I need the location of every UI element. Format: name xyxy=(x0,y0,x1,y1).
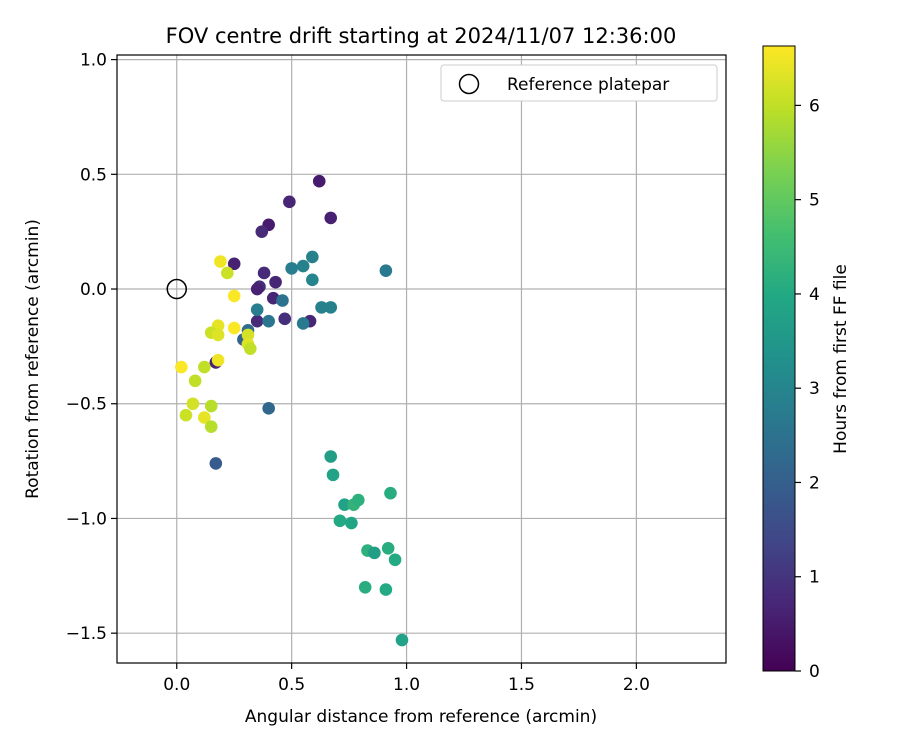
colorbar-tick-label: 1 xyxy=(809,568,820,588)
data-point xyxy=(214,255,227,268)
data-point xyxy=(198,360,211,374)
data-point xyxy=(324,211,338,225)
legend-box xyxy=(440,64,718,102)
data-point xyxy=(324,301,338,314)
data-point xyxy=(345,516,358,530)
colorbar xyxy=(762,45,796,672)
plot-area-background xyxy=(117,55,726,663)
data-point xyxy=(198,411,211,424)
x-tick-label: 2.0 xyxy=(623,675,650,695)
data-point xyxy=(250,303,264,316)
legend-reference-marker xyxy=(458,73,480,95)
colorbar-ticks: 0 1 2 3 4 5 6 xyxy=(795,96,820,682)
data-point xyxy=(333,514,347,528)
data-point xyxy=(262,402,275,415)
data-point xyxy=(306,250,319,264)
x-axis-ticks: 0.0 0.5 1.0 1.5 2.0 xyxy=(163,663,650,695)
y-tick-label: 1.0 xyxy=(80,51,107,71)
legend: Reference platepar xyxy=(440,64,718,102)
data-point xyxy=(227,289,241,303)
data-point xyxy=(384,486,397,500)
data-point xyxy=(175,360,188,374)
data-point xyxy=(388,553,402,567)
legend-label: Reference platepar xyxy=(507,75,669,95)
x-tick-label: 1.0 xyxy=(393,675,420,695)
colorbar-tick-label: 0 xyxy=(809,662,820,682)
data-point xyxy=(358,580,372,594)
x-tick-label: 0.0 xyxy=(163,675,190,695)
scatter-points xyxy=(175,174,409,647)
data-point xyxy=(269,275,282,289)
data-point xyxy=(221,266,234,280)
data-point xyxy=(257,266,271,280)
data-point xyxy=(381,541,395,555)
data-point xyxy=(250,282,264,296)
y-axis-label: Rotation from reference (arcmin) xyxy=(23,219,43,499)
grid-lines xyxy=(117,55,726,663)
data-point xyxy=(179,408,193,422)
data-point xyxy=(211,353,225,367)
data-point xyxy=(306,273,319,287)
x-tick-label: 0.5 xyxy=(278,675,305,695)
data-point xyxy=(188,374,202,388)
data-point xyxy=(227,321,241,335)
x-axis-label: Angular distance from reference (arcmin) xyxy=(245,707,597,727)
data-point xyxy=(209,457,223,470)
data-point xyxy=(204,399,218,413)
data-point xyxy=(243,342,257,355)
data-point xyxy=(283,195,296,209)
data-point xyxy=(296,259,310,273)
data-point xyxy=(379,264,393,277)
y-tick-label: −1.5 xyxy=(66,624,107,644)
data-point xyxy=(250,314,264,328)
data-point xyxy=(312,174,326,188)
plot-frame xyxy=(116,54,727,664)
data-point xyxy=(285,262,298,275)
data-point xyxy=(255,225,269,238)
y-tick-label: 0.5 xyxy=(80,165,107,185)
data-point xyxy=(338,498,351,511)
data-point xyxy=(395,633,409,647)
data-point xyxy=(204,420,218,433)
data-point xyxy=(296,317,310,330)
data-point xyxy=(324,450,338,463)
data-point xyxy=(352,493,365,507)
colorbar-tick-label: 4 xyxy=(809,285,820,305)
colorbar-tick-label: 2 xyxy=(809,473,820,493)
data-point xyxy=(241,328,255,342)
y-tick-label: −1.0 xyxy=(66,509,107,529)
reference-marker xyxy=(166,278,188,300)
y-tick-label: 0.0 xyxy=(80,280,107,300)
data-point xyxy=(276,294,289,307)
data-point xyxy=(211,328,225,342)
data-point xyxy=(278,312,292,326)
data-point xyxy=(368,546,381,560)
data-point xyxy=(227,257,241,271)
data-point xyxy=(186,397,200,411)
data-point xyxy=(262,314,275,328)
colorbar-tick-label: 6 xyxy=(809,96,820,116)
data-point xyxy=(379,583,393,596)
y-tick-label: −0.5 xyxy=(66,395,107,415)
colorbar-tick-label: 3 xyxy=(809,379,820,399)
x-tick-label: 1.5 xyxy=(508,675,535,695)
colorbar-label: Hours from first FF file xyxy=(831,264,851,454)
data-point xyxy=(315,301,328,314)
chart-title: FOV centre drift starting at 2024/11/07 … xyxy=(166,24,677,48)
reference-platepar-point xyxy=(166,278,188,300)
y-axis-ticks: 1.0 0.5 0.0 −0.5 −1.0 −1.5 xyxy=(66,51,117,644)
data-point xyxy=(326,468,340,482)
colorbar-tick-label: 5 xyxy=(809,191,820,211)
